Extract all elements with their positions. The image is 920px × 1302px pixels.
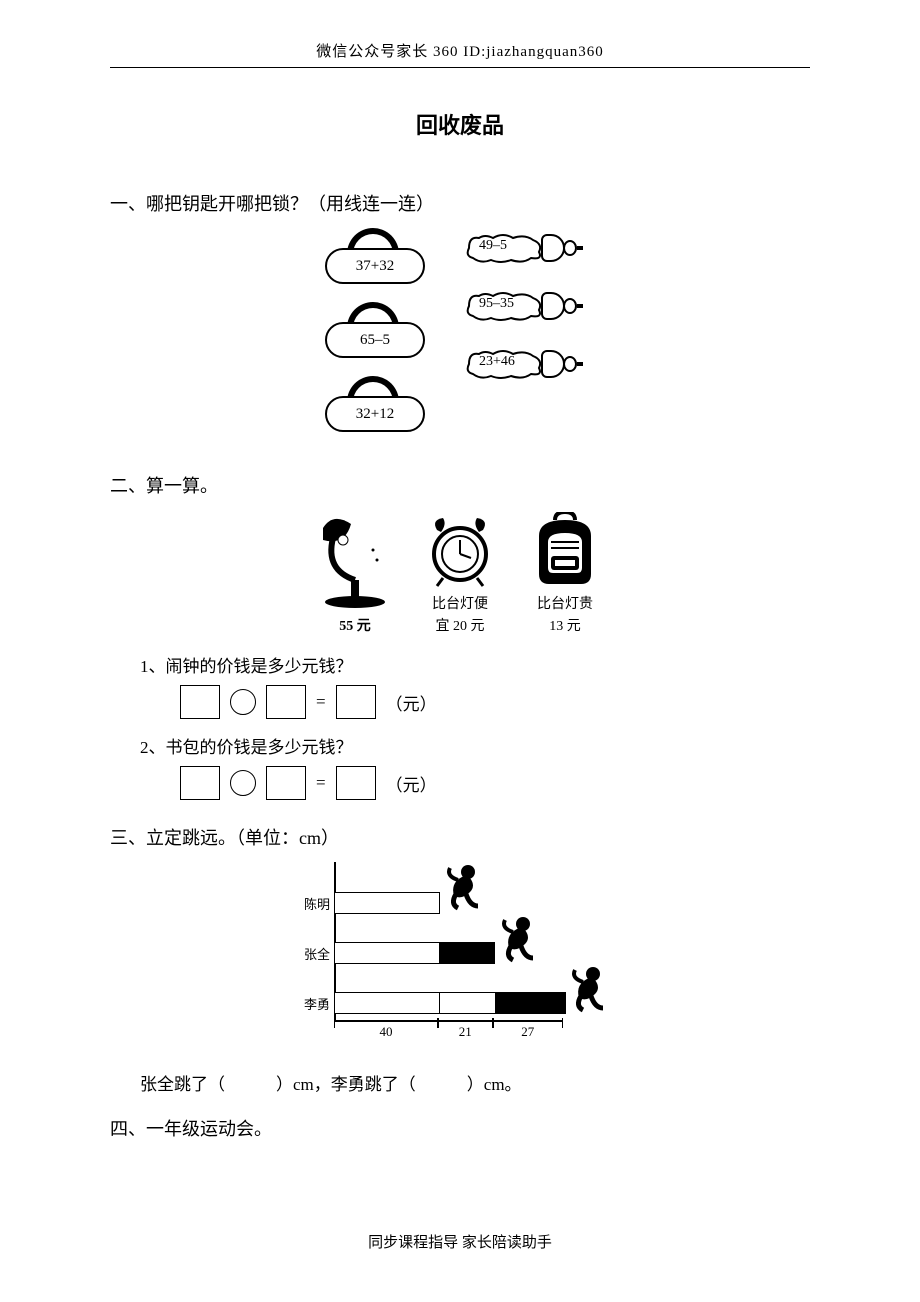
bar-row-chenming: 陈明 [290,892,440,914]
bar-row-zhangquan: 张全 [290,942,495,964]
key-ring-icon [563,356,577,372]
q4-heading: 四、一年级运动会。 [110,1115,810,1141]
q3-bar-chart: 陈明 张全 李勇 40 21 27 [280,862,640,1062]
key-tip-icon [577,304,583,308]
bar-segment [439,993,495,1013]
lock-2: 65–5 [325,302,425,358]
alarm-clock-icon [425,512,495,588]
jumper-icon [440,862,490,912]
q2-eq2: = （元） [180,766,810,800]
lamp-price: 55 元 [339,619,371,634]
jumper-icon [565,964,615,1014]
bag-caption-2: 13 元 [537,616,593,638]
bar-a [334,892,440,914]
x-baseline [334,1020,563,1022]
lock-label: 37+32 [325,248,425,284]
key-ring-icon [541,350,565,378]
jumper-icon [495,914,545,964]
q3-heading: 三、立定跳远。（单位：cm） [110,824,810,850]
bar-segment [335,893,439,913]
key-label: 95–35 [479,296,514,312]
bar-label: 张全 [290,944,334,963]
key-ring-icon [541,234,565,262]
worksheet-page: 微信公众号家长 360 ID:jiazhangquan360 回收废品 一、哪把… [0,0,920,1302]
key-3: 23+46 [465,344,595,384]
page-title: 回收废品 [110,108,810,140]
backpack-icon [525,512,605,588]
q2-figure: 55 元 比台灯便 宜 20 元 [110,510,810,638]
unit-label: （元） [386,771,437,796]
q2-heading: 二、算一算。 [110,472,810,498]
key-column: 49–5 95–35 [465,228,595,432]
bar-segment [495,993,565,1013]
key-2: 95–35 [465,286,595,326]
dim-1: 40 [334,1024,438,1040]
key-ring-icon [563,240,577,256]
equals-sign: = [316,773,326,793]
bar-label: 陈明 [290,894,334,913]
bar-segment [335,993,439,1013]
bar-label: 李勇 [290,994,334,1013]
dim-3: 27 [493,1024,563,1040]
key-tip-icon [577,362,583,366]
answer-box[interactable] [180,766,220,800]
bar-b [334,942,495,964]
q1-figure: 37+32 65–5 32+12 49–5 [110,228,810,432]
clock-caption-2: 宜 20 元 [432,616,488,638]
bar-c [334,992,566,1014]
key-ring-icon [541,292,565,320]
clock-caption-1: 比台灯便 [432,594,488,616]
bar-segment [335,943,439,963]
dim-2: 21 [438,1024,493,1040]
q2-sub2: 2、书包的价钱是多少元钱？ [140,733,810,758]
lock-label: 32+12 [325,396,425,432]
bar-row-liyong: 李勇 [290,992,566,1014]
page-footer: 同步课程指导 家长陪读助手 [0,1231,920,1252]
operator-circle[interactable] [230,770,256,796]
lock-3: 32+12 [325,376,425,432]
lock-1: 37+32 [325,228,425,284]
unit-label: （元） [386,690,437,715]
lamp-icon [315,510,395,610]
lock-column: 37+32 65–5 32+12 [325,228,425,432]
q2-sub1: 1、闹钟的价钱是多少元钱？ [140,652,810,677]
key-label: 23+46 [479,354,515,370]
q1-heading: 一、哪把钥匙开哪把锁？（用线连一连） [110,190,810,216]
answer-box[interactable] [266,766,306,800]
bag-caption-1: 比台灯贵 [537,594,593,616]
answer-box[interactable] [180,685,220,719]
q3-answer-line: 张全跳了（ ）cm，李勇跳了（ ）cm。 [140,1070,810,1095]
lock-label: 65–5 [325,322,425,358]
key-1: 49–5 [465,228,595,268]
equals-sign: = [316,692,326,712]
lamp-item: 55 元 [315,510,395,638]
key-ring-icon [563,298,577,314]
q2-eq1: = （元） [180,685,810,719]
bag-item: 比台灯贵 13 元 [525,512,605,639]
clock-item: 比台灯便 宜 20 元 [425,512,495,639]
page-header: 微信公众号家长 360 ID:jiazhangquan360 [110,40,810,68]
dimension-row: 40 21 27 [334,1024,563,1040]
operator-circle[interactable] [230,689,256,715]
key-tip-icon [577,246,583,250]
answer-box[interactable] [336,766,376,800]
answer-box[interactable] [336,685,376,719]
answer-box[interactable] [266,685,306,719]
key-label: 49–5 [479,238,507,254]
bar-segment [439,943,494,963]
